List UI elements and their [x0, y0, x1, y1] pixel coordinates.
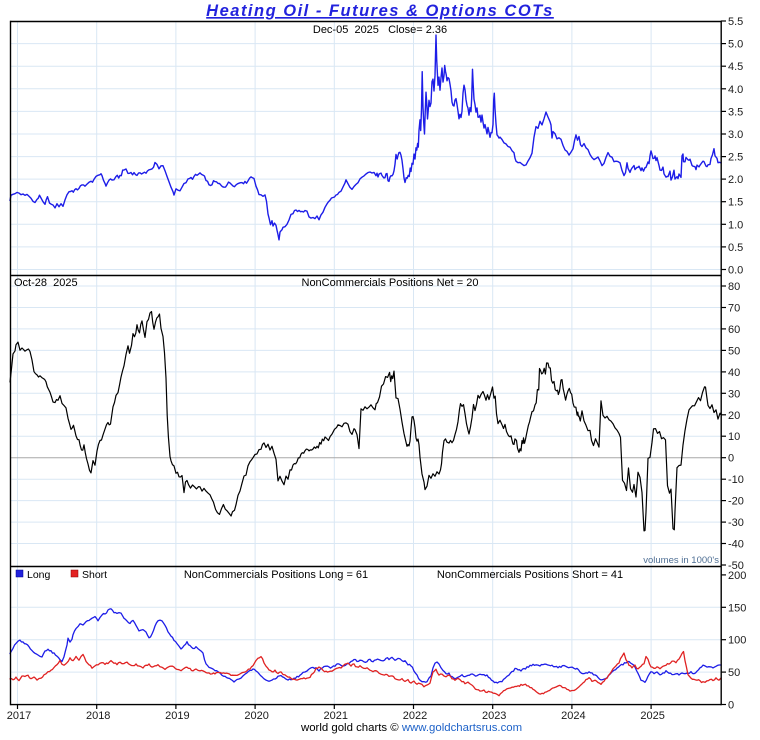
svg-text:50: 50 — [728, 345, 740, 357]
svg-text:80: 80 — [728, 281, 740, 293]
svg-text:world gold charts © www.goldch: world gold charts © www.goldchartsrus.co… — [300, 722, 522, 734]
svg-text:2022: 2022 — [403, 710, 427, 722]
svg-text:0: 0 — [728, 700, 734, 712]
svg-text:2020: 2020 — [244, 710, 268, 722]
svg-text:2025: 2025 — [640, 710, 664, 722]
svg-text:10: 10 — [728, 431, 740, 443]
svg-text:4.0: 4.0 — [728, 84, 743, 96]
svg-text:4.5: 4.5 — [728, 61, 743, 73]
svg-text:200: 200 — [728, 570, 746, 582]
svg-text:-40: -40 — [728, 539, 744, 551]
svg-text:NonCommercials Positions Long: NonCommercials Positions Long = 61 — [184, 569, 368, 581]
svg-text:40: 40 — [728, 367, 740, 379]
svg-text:NonCommercials Positions Short: NonCommercials Positions Short = 41 — [437, 569, 623, 581]
svg-text:Short: Short — [82, 569, 107, 581]
svg-text:Heating Oil - Futures & Option: Heating Oil - Futures & Options COTs — [206, 2, 554, 20]
svg-text:70: 70 — [728, 303, 740, 315]
svg-text:1.5: 1.5 — [728, 197, 743, 209]
svg-text:Long: Long — [27, 569, 51, 581]
svg-text:30: 30 — [728, 388, 740, 400]
svg-text:150: 150 — [728, 602, 746, 614]
svg-text:50: 50 — [728, 667, 740, 679]
svg-text:0.5: 0.5 — [728, 242, 743, 254]
svg-text:-10: -10 — [728, 474, 744, 486]
svg-text:2019: 2019 — [165, 710, 189, 722]
svg-text:5.5: 5.5 — [728, 16, 743, 28]
svg-text:2018: 2018 — [86, 710, 110, 722]
svg-text:2024: 2024 — [561, 710, 585, 722]
svg-text:1.0: 1.0 — [728, 219, 743, 231]
svg-text:100: 100 — [728, 635, 746, 647]
svg-text:0: 0 — [728, 453, 734, 465]
svg-text:Oct-28 2025: Oct-28 2025 — [14, 277, 78, 289]
svg-text:2.5: 2.5 — [728, 152, 743, 164]
svg-text:-50: -50 — [728, 560, 744, 572]
svg-text:Dec-05 2025 Close= 2.36: Dec-05 2025 Close= 2.36 — [313, 24, 447, 36]
svg-text:3.5: 3.5 — [728, 106, 743, 118]
svg-text:5.0: 5.0 — [728, 39, 743, 51]
svg-text:3.0: 3.0 — [728, 129, 743, 141]
svg-text:-20: -20 — [728, 496, 744, 508]
svg-text:20: 20 — [728, 410, 740, 422]
svg-text:volumes in 1000's: volumes in 1000's — [643, 555, 719, 566]
svg-text:2017: 2017 — [7, 710, 31, 722]
svg-text:2.0: 2.0 — [728, 174, 743, 186]
svg-text:NonCommercials Positions Net =: NonCommercials Positions Net = 20 — [302, 277, 479, 289]
svg-text:2023: 2023 — [482, 710, 506, 722]
svg-text:60: 60 — [728, 324, 740, 336]
svg-text:2021: 2021 — [324, 710, 348, 722]
svg-text:0.0: 0.0 — [728, 265, 743, 277]
svg-text:-30: -30 — [728, 517, 744, 529]
